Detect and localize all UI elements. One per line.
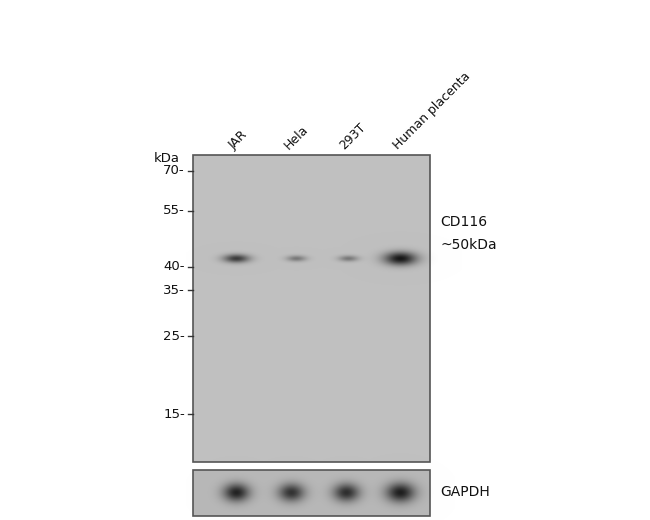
Text: 35-: 35-	[163, 283, 185, 296]
Text: CD116: CD116	[440, 215, 487, 229]
Bar	[193, 470, 430, 516]
Text: 55-: 55-	[163, 204, 185, 217]
Text: JAR: JAR	[227, 128, 251, 152]
Text: Human placenta: Human placenta	[391, 70, 473, 152]
Text: Hela: Hela	[282, 123, 311, 152]
Text: kDa: kDa	[154, 151, 180, 164]
Text: ~50kDa: ~50kDa	[440, 238, 497, 252]
Text: 25-: 25-	[163, 330, 185, 343]
Text: 40-: 40-	[164, 261, 185, 274]
Bar	[193, 470, 430, 516]
Text: 70-: 70-	[163, 164, 185, 177]
Bar	[193, 155, 430, 462]
Text: 15-: 15-	[163, 408, 185, 421]
Text: GAPDH: GAPDH	[440, 485, 489, 499]
Text: 293T: 293T	[337, 121, 368, 152]
Bar	[193, 155, 430, 462]
